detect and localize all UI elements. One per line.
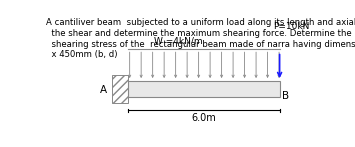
Bar [112, 75, 128, 103]
Bar [128, 81, 280, 97]
Text: B: B [282, 91, 289, 101]
Text: A: A [100, 85, 107, 95]
Text: P=10kN: P=10kN [273, 22, 309, 31]
Text: 6.0m: 6.0m [192, 113, 216, 123]
Text: W =4kN/m: W =4kN/m [154, 36, 203, 45]
Text: A cantiliver beam  subjected to a uniform load along its length and axial load P: A cantiliver beam subjected to a uniform… [46, 18, 355, 59]
